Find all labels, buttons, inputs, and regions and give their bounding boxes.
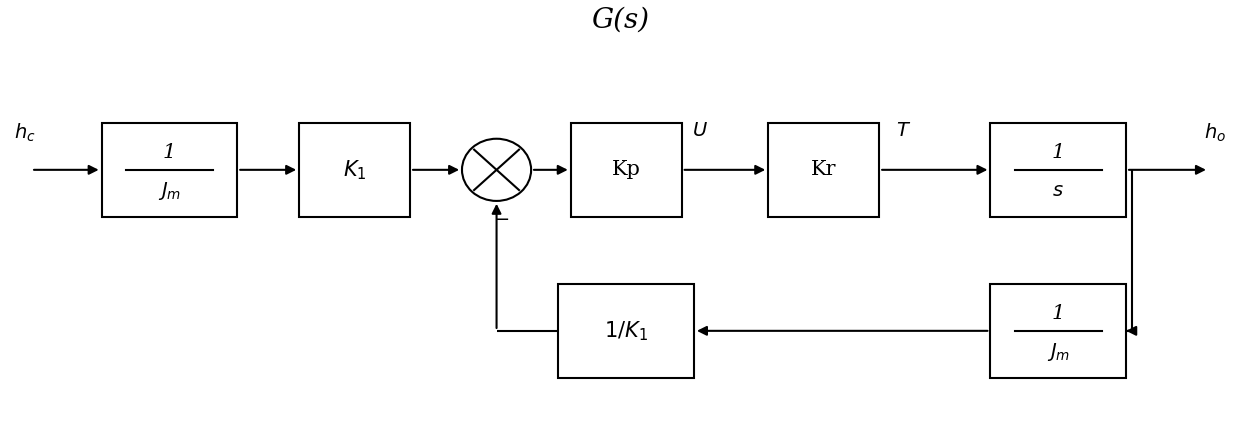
Text: $1/K_1$: $1/K_1$ <box>604 319 649 343</box>
Text: 1: 1 <box>162 143 176 162</box>
Text: G(s): G(s) <box>591 6 649 33</box>
Bar <box>570 123 682 217</box>
Text: $-$: $-$ <box>495 209 510 227</box>
Text: 1: 1 <box>1052 143 1065 162</box>
Bar <box>991 123 1126 217</box>
Bar <box>299 123 410 217</box>
Text: $s$: $s$ <box>1053 181 1064 199</box>
Bar <box>558 284 694 378</box>
Bar <box>102 123 237 217</box>
Text: $J_m$: $J_m$ <box>157 180 181 202</box>
Bar <box>991 284 1126 378</box>
Text: Kr: Kr <box>811 160 837 179</box>
Text: Kp: Kp <box>611 160 641 179</box>
Text: $T$: $T$ <box>897 122 911 140</box>
Text: $U$: $U$ <box>692 122 708 140</box>
Text: $h_o$: $h_o$ <box>1204 122 1226 144</box>
Text: 1: 1 <box>1052 304 1065 323</box>
Text: $K_1$: $K_1$ <box>342 158 366 181</box>
Bar <box>768 123 879 217</box>
Text: $h_c$: $h_c$ <box>14 122 36 144</box>
Text: $J_m$: $J_m$ <box>1047 341 1070 363</box>
